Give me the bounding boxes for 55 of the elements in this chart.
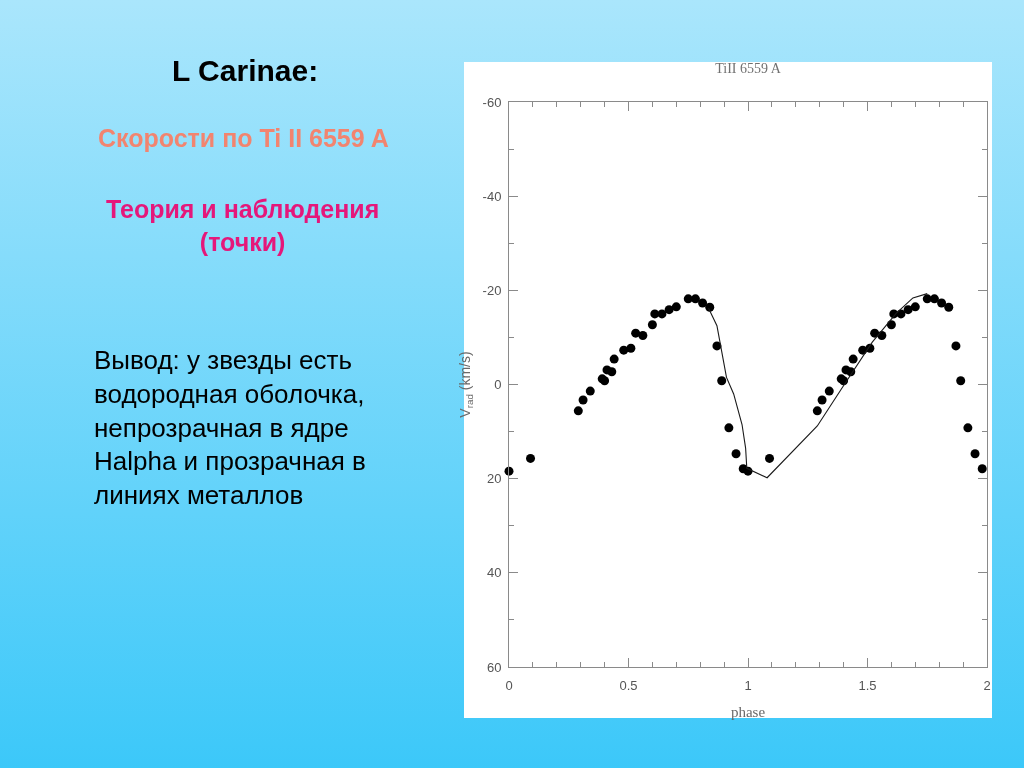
point [929,294,939,304]
point [698,298,708,308]
point [944,302,954,312]
chart-title: TiII 6559 A [715,60,782,76]
text: Вывод: у звезды есть водородная оболочка, непрозрачная в ядре Halpha и прозрачная в линиях металлов [94,345,366,511]
point [910,302,920,312]
point [956,376,966,386]
point [585,386,595,396]
point [619,345,629,355]
point [765,453,775,463]
point [724,423,734,433]
point [607,367,617,377]
y-tick-label: -40 [482,188,502,204]
x-tick-label: 1 [744,677,752,693]
point [937,298,947,308]
point [664,305,674,315]
point [671,302,681,312]
point [638,331,648,341]
point [812,406,822,416]
point [573,406,583,416]
y-tick-label: -60 [482,94,502,110]
point [977,464,987,474]
point [970,449,980,459]
point [903,305,913,315]
x-axis-title: phase [730,703,766,720]
point [963,423,973,433]
point [951,341,961,351]
point [690,294,700,304]
x-tick-label: 1.5 [858,677,877,693]
point [705,302,715,312]
y-tick-label: -20 [482,282,502,298]
point [526,453,536,463]
text: Теория и наблюдения (точки) [106,195,380,256]
point [870,328,880,338]
point [609,354,619,364]
y-tick-label: 60 [486,659,502,675]
point [824,386,834,396]
point [631,328,641,338]
point [731,449,741,459]
point [626,343,636,353]
y-tick-label: 0 [494,377,502,393]
point [717,376,727,386]
x-tick-label: 0 [505,677,513,693]
point [578,395,588,405]
x-tick-label: 2 [983,677,991,693]
y-tick-label: 20 [486,471,502,487]
x-tick-label: 0.5 [619,677,638,693]
point [817,395,827,405]
text: L Carinae: [172,54,319,87]
y-tick-label: 40 [486,565,502,581]
point [647,320,657,330]
point [657,309,667,319]
point [848,354,858,364]
point [886,320,896,330]
text: Скорости по Ti II 6559 A [98,124,389,152]
